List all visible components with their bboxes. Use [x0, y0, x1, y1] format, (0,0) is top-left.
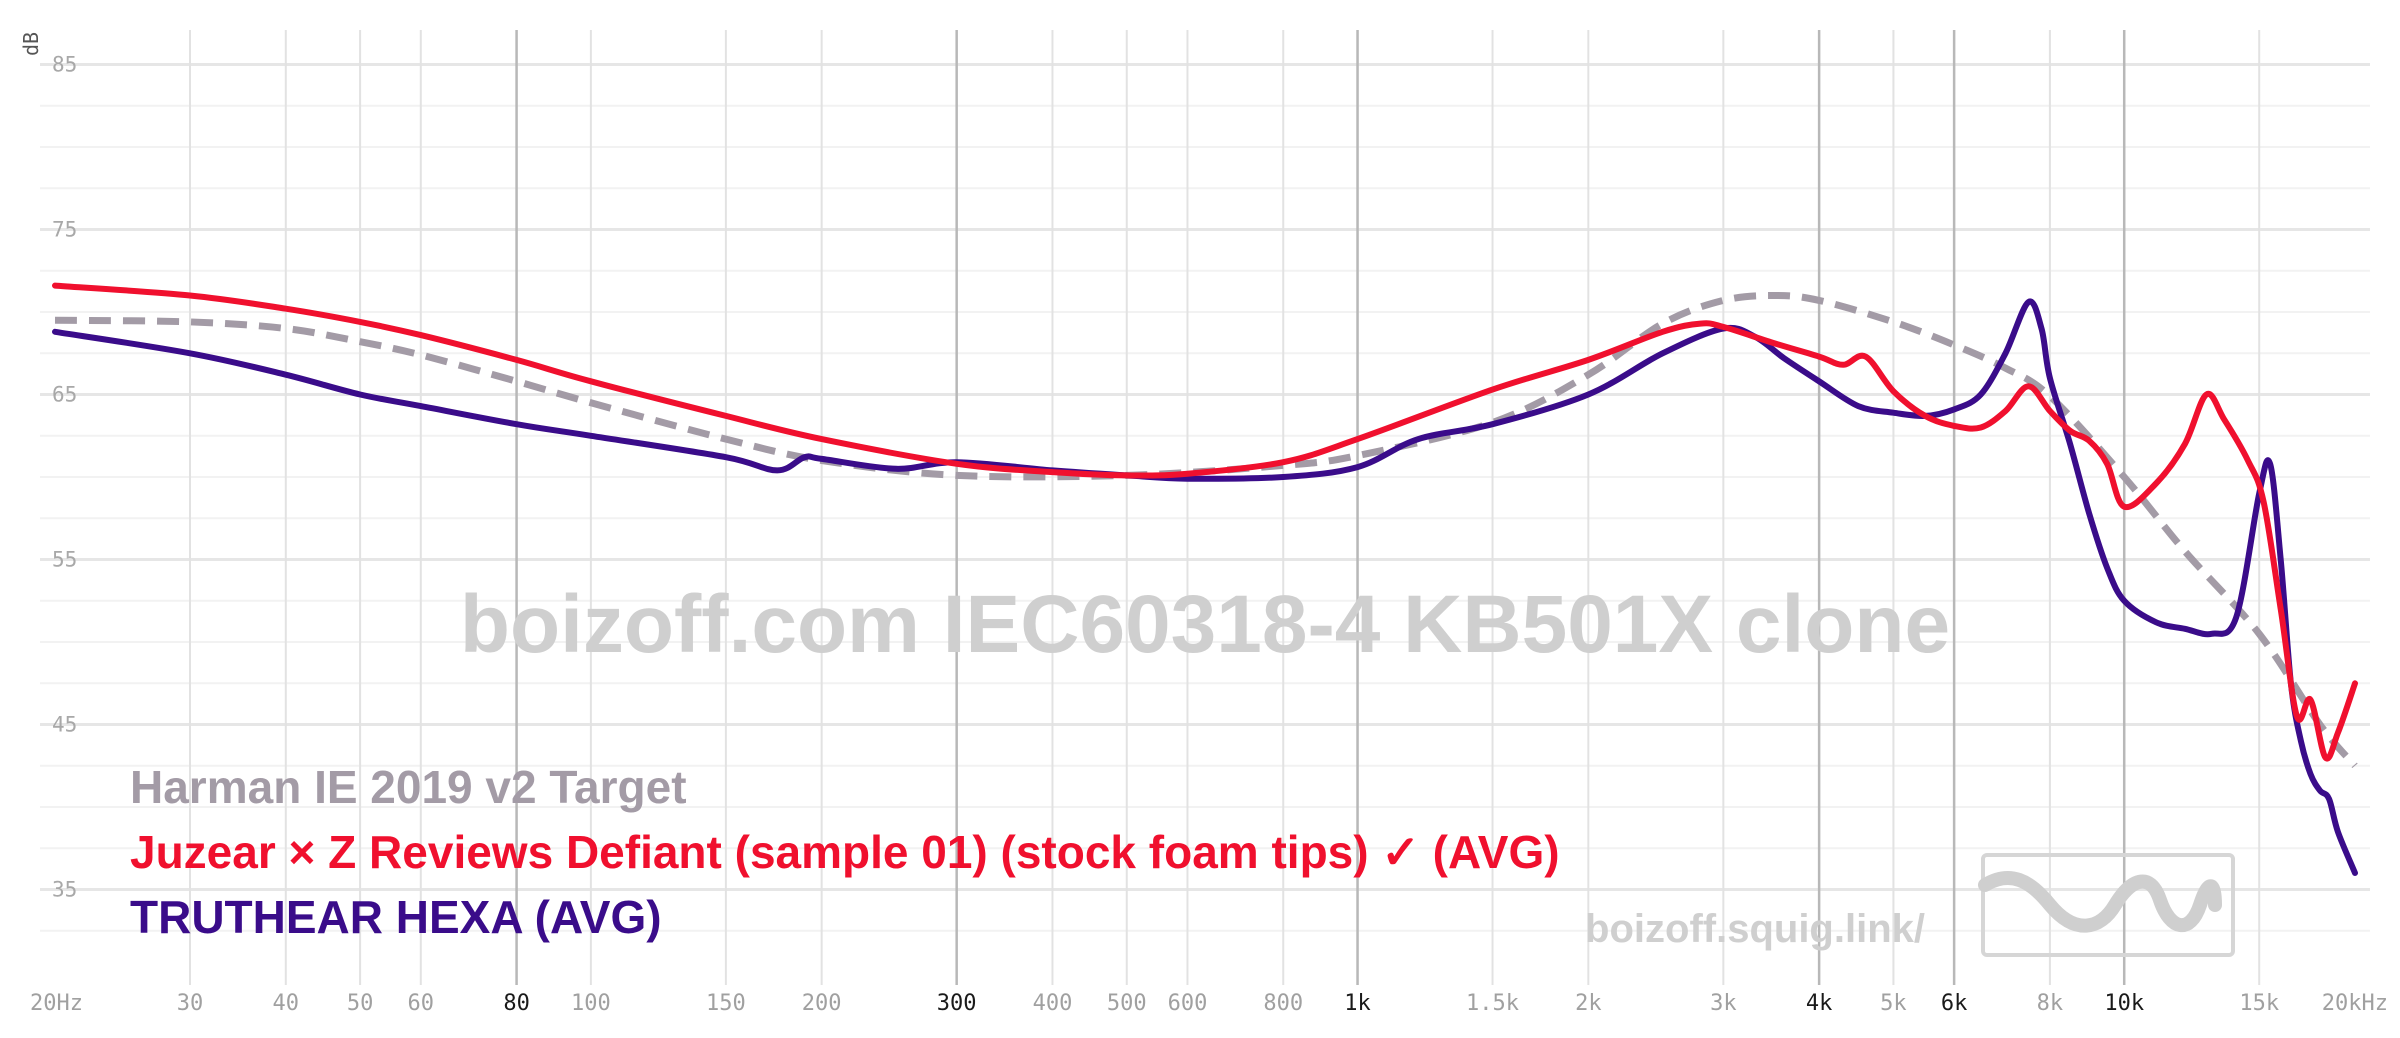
y-tick-label: 85	[52, 53, 77, 77]
x-tick-label: 20Hz	[30, 991, 83, 1016]
x-tick-label: 1.5k	[1466, 991, 1519, 1016]
x-tick-label: 6k	[1941, 991, 1968, 1016]
squig-logo	[1978, 853, 2235, 957]
x-tick-label: 400	[1033, 991, 1073, 1016]
x-tick-label: 2k	[1575, 991, 1602, 1016]
x-tick-label: 1k	[1344, 991, 1371, 1016]
y-tick-label: 35	[52, 878, 77, 902]
legend[interactable]: Harman IE 2019 v2 Target Juzear × Z Revie…	[130, 761, 1560, 943]
y-axis-unit-label: dB	[19, 32, 43, 56]
y-axis: 35 45 55 65 75 85	[52, 53, 77, 902]
watermark-link: boizoff.squig.link/	[1585, 907, 1925, 951]
x-tick-label: 5k	[1880, 991, 1907, 1016]
x-tick-label: 600	[1168, 991, 1208, 1016]
x-tick-label: 4k	[1806, 991, 1833, 1016]
x-tick-label: 20kHz	[2322, 991, 2388, 1016]
legend-item[interactable]: Harman IE 2019 v2 Target	[130, 761, 687, 813]
x-tick-label: 60	[408, 991, 435, 1016]
x-tick-label: 30	[177, 991, 204, 1016]
series-line-hexa	[52, 298, 2358, 876]
x-tick-label: 50	[347, 991, 374, 1016]
legend-item[interactable]: Juzear × Z Reviews Defiant (sample 01) (…	[130, 826, 1560, 878]
x-tick-label: 150	[706, 991, 746, 1016]
x-tick-label: 40	[273, 991, 300, 1016]
series-lines	[52, 282, 2358, 876]
x-tick-label: 15k	[2239, 991, 2279, 1016]
y-tick-label: 65	[52, 383, 77, 407]
x-tick-label: 80	[503, 991, 530, 1016]
y-tick-label: 75	[52, 218, 77, 242]
x-axis: 20Hz 30 40 50 60 80 100 150 200 300 400 500 600 800 1k…	[30, 991, 2388, 1016]
x-tick-label: 3k	[1710, 991, 1737, 1016]
y-tick-label: 55	[52, 548, 77, 572]
x-tick-label: 500	[1107, 991, 1147, 1016]
x-tick-label: 8k	[2037, 991, 2064, 1016]
x-tick-label: 200	[802, 991, 842, 1016]
logo-squiggle	[1978, 870, 2222, 933]
x-tick-label: 800	[1263, 991, 1303, 1016]
y-tick-label: 45	[52, 713, 77, 737]
chart-watermark-title: boizoff.com IEC60318-4 KB501X clone	[460, 579, 1950, 670]
series-line-target	[54, 292, 2358, 769]
x-tick-label: 100	[571, 991, 611, 1016]
logo-frame	[1981, 853, 2235, 957]
legend-item[interactable]: TRUTHEAR HEXA (AVG)	[130, 891, 662, 943]
series-line-defiant	[52, 282, 2358, 762]
x-tick-label: 300	[937, 991, 977, 1016]
x-tick-label: 10k	[2104, 991, 2144, 1016]
